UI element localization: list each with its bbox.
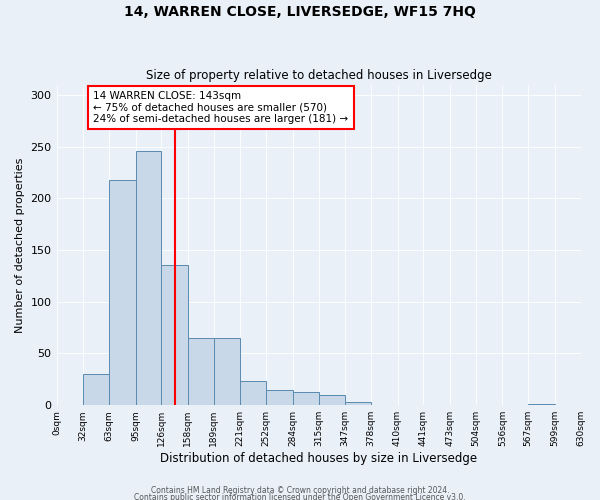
Text: Contains public sector information licensed under the Open Government Licence v3: Contains public sector information licen…	[134, 494, 466, 500]
Bar	[345, 402, 371, 405]
Bar	[319, 395, 345, 405]
Bar	[161, 264, 188, 405]
Title: Size of property relative to detached houses in Liversedge: Size of property relative to detached ho…	[146, 69, 491, 82]
X-axis label: Distribution of detached houses by size in Liversedge: Distribution of detached houses by size …	[160, 452, 477, 465]
Bar	[293, 392, 319, 405]
Bar	[83, 374, 109, 405]
Bar	[188, 338, 214, 405]
Text: Contains HM Land Registry data © Crown copyright and database right 2024.: Contains HM Land Registry data © Crown c…	[151, 486, 449, 495]
Text: 14, WARREN CLOSE, LIVERSEDGE, WF15 7HQ: 14, WARREN CLOSE, LIVERSEDGE, WF15 7HQ	[124, 5, 476, 19]
Text: 14 WARREN CLOSE: 143sqm
← 75% of detached houses are smaller (570)
24% of semi-d: 14 WARREN CLOSE: 143sqm ← 75% of detache…	[93, 91, 349, 124]
Bar	[136, 151, 161, 405]
Bar	[528, 404, 555, 405]
Bar	[266, 390, 293, 405]
Bar	[241, 382, 266, 405]
Y-axis label: Number of detached properties: Number of detached properties	[15, 157, 25, 332]
Bar	[109, 180, 136, 405]
Bar	[214, 338, 241, 405]
